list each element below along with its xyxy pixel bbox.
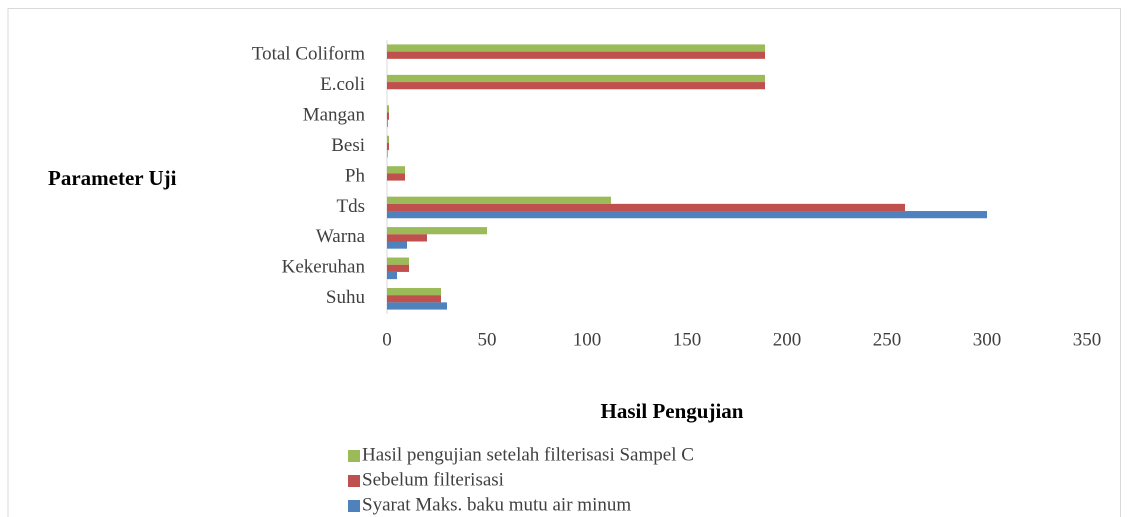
x-tick-label: 300 [973, 329, 1002, 350]
y-tick-label: Suhu [326, 287, 366, 308]
y-tick-label: Kekeruhan [282, 257, 366, 278]
bar [387, 196, 611, 204]
y-tick-label: Total Coliform [252, 44, 365, 65]
legend-swatch [348, 500, 360, 512]
bar [387, 295, 441, 303]
y-tick-label: Ph [345, 165, 366, 186]
legend-swatch [348, 475, 360, 487]
y-tick-label: Besi [331, 135, 365, 156]
x-tick-label: 0 [382, 329, 392, 350]
bar [387, 173, 405, 181]
frame [7, 8, 1121, 517]
x-axis-label: Hasil Pengujian [601, 399, 744, 423]
bar [387, 135, 389, 143]
x-tick-label: 350 [1073, 329, 1102, 350]
x-tick-label: 150 [673, 329, 702, 350]
bar [387, 241, 407, 249]
bar [387, 119, 388, 127]
y-tick-label: E.coli [320, 74, 365, 95]
bar [387, 112, 389, 120]
y-tick-label: Tds [337, 196, 366, 217]
bar [387, 302, 447, 310]
legend-label: Sebelum filterisasi [362, 469, 504, 490]
bar [387, 74, 765, 83]
bar [387, 82, 765, 90]
bar [387, 227, 487, 235]
legend-swatch [348, 450, 360, 462]
x-tick-label: 250 [873, 329, 902, 350]
bar [387, 211, 987, 219]
y-tick-label: Mangan [303, 104, 366, 125]
bar [387, 142, 389, 151]
bar [387, 166, 405, 174]
bar [387, 150, 388, 158]
bar [387, 264, 409, 272]
bar [387, 287, 441, 296]
y-axis-label: Parameter Uji [48, 166, 177, 190]
x-tick-label: 200 [773, 329, 802, 350]
legend-label: Syarat Maks. baku mutu air minum [362, 494, 631, 515]
x-tick-label: 50 [478, 329, 497, 350]
bar [387, 234, 427, 242]
bar [387, 44, 765, 52]
bar [387, 105, 389, 113]
bar [387, 51, 765, 59]
bar [387, 203, 905, 212]
bar [387, 271, 397, 280]
legend-label: Hasil pengujian setelah filterisasi Samp… [362, 444, 694, 465]
x-tick-label: 100 [573, 329, 602, 350]
y-tick-label: Warna [316, 226, 366, 247]
bar [387, 257, 409, 265]
